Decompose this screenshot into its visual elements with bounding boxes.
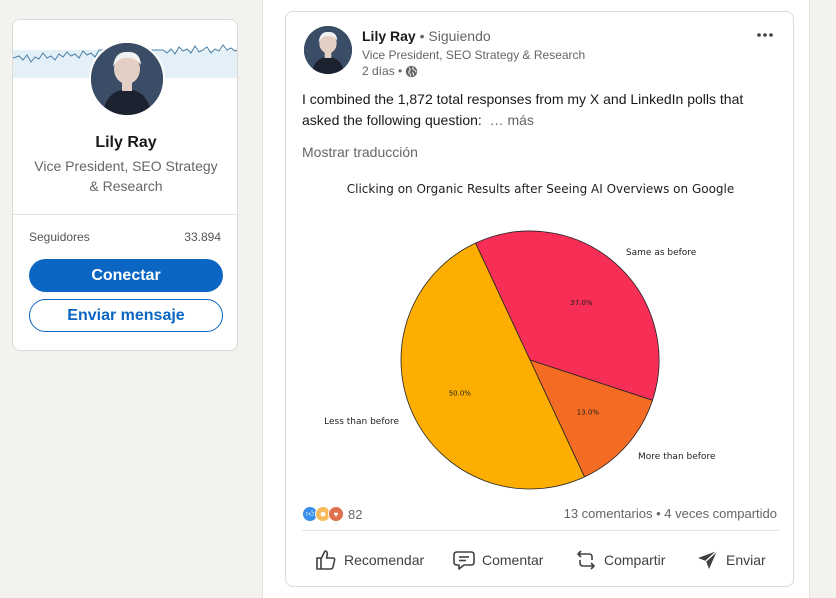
- send-button[interactable]: Enviar: [696, 544, 766, 576]
- send-icon: [698, 550, 718, 569]
- follow-status: • Siguiendo: [419, 28, 491, 44]
- post-timestamp: 2 días •: [362, 64, 418, 78]
- repost-label: Compartir: [604, 552, 666, 568]
- pie-chart[interactable]: 37.0% Same as before 13.0% More than before…: [286, 202, 795, 502]
- reaction-count: 82: [348, 506, 363, 522]
- post-author-avatar[interactable]: [304, 26, 352, 74]
- comment-label: Comentar: [482, 552, 544, 568]
- pie-slice-more-than-before[interactable]: [529, 359, 654, 478]
- followers-count: 33.894: [184, 230, 221, 244]
- show-translation-link[interactable]: Mostrar traducción: [302, 144, 418, 160]
- like-button[interactable]: Recomendar: [314, 544, 424, 576]
- slice-category-label: Less than before: [324, 417, 399, 427]
- divider: [13, 214, 237, 215]
- post-author-headline: Vice President, SEO Strategy & Research: [362, 48, 586, 62]
- repost-button[interactable]: Compartir: [574, 544, 665, 576]
- divider: [302, 530, 779, 531]
- post-time-text: 2 días •: [362, 64, 403, 78]
- repost-icon: [577, 550, 595, 570]
- slice-value-label: 50.0%: [449, 390, 472, 398]
- love-reaction-icon: ♥: [328, 506, 344, 522]
- send-label: Enviar: [726, 552, 766, 568]
- chart-title: Clicking on Organic Results after Seeing…: [346, 182, 735, 196]
- comments-shares-count[interactable]: 13 comentarios • 4 veces compartido: [563, 506, 777, 521]
- send-message-button[interactable]: Enviar mensaje: [29, 299, 223, 332]
- see-more-link[interactable]: … más: [489, 112, 534, 128]
- comment-button[interactable]: Comentar: [452, 544, 543, 576]
- thumbs-up-icon: [316, 550, 336, 570]
- slice-value-label: 13.0%: [577, 408, 600, 416]
- pie-slice-same-as-before[interactable]: [474, 230, 660, 401]
- post-author-line: Lily Ray • Siguiendo: [362, 28, 491, 44]
- ellipsis-icon: [757, 33, 773, 37]
- connect-button[interactable]: Conectar: [29, 259, 223, 292]
- like-label: Recomendar: [344, 552, 425, 568]
- slice-value-label: 37.0%: [570, 299, 593, 307]
- post-body: I combined the 1,872 total responses fro…: [302, 91, 744, 128]
- profile-avatar[interactable]: [89, 41, 165, 117]
- profile-headline: Vice President, SEO Strategy & Research: [34, 158, 218, 194]
- post-text: I combined the 1,872 total responses fro…: [302, 89, 772, 131]
- comment-icon: [453, 551, 475, 570]
- slice-category-label: Same as before: [626, 248, 697, 258]
- reactions-summary[interactable]: 👍︎ ✸ ♥ 82: [302, 506, 362, 522]
- post-more-button[interactable]: [757, 22, 773, 43]
- reaction-icons: 👍︎ ✸ ♥: [302, 506, 344, 522]
- globe-icon: [406, 65, 418, 77]
- profile-name[interactable]: Lily Ray: [95, 134, 157, 151]
- pie-slice-less-than-before[interactable]: [400, 242, 586, 490]
- slice-category-label: More than before: [638, 452, 716, 462]
- followers-label: Seguidores: [29, 230, 90, 244]
- profile-card: Lily Ray Vice President, SEO Strategy & …: [12, 19, 238, 351]
- post-author-name[interactable]: Lily Ray: [362, 28, 416, 44]
- post-card: Lily Ray • Siguiendo Vice President, SEO…: [285, 11, 794, 587]
